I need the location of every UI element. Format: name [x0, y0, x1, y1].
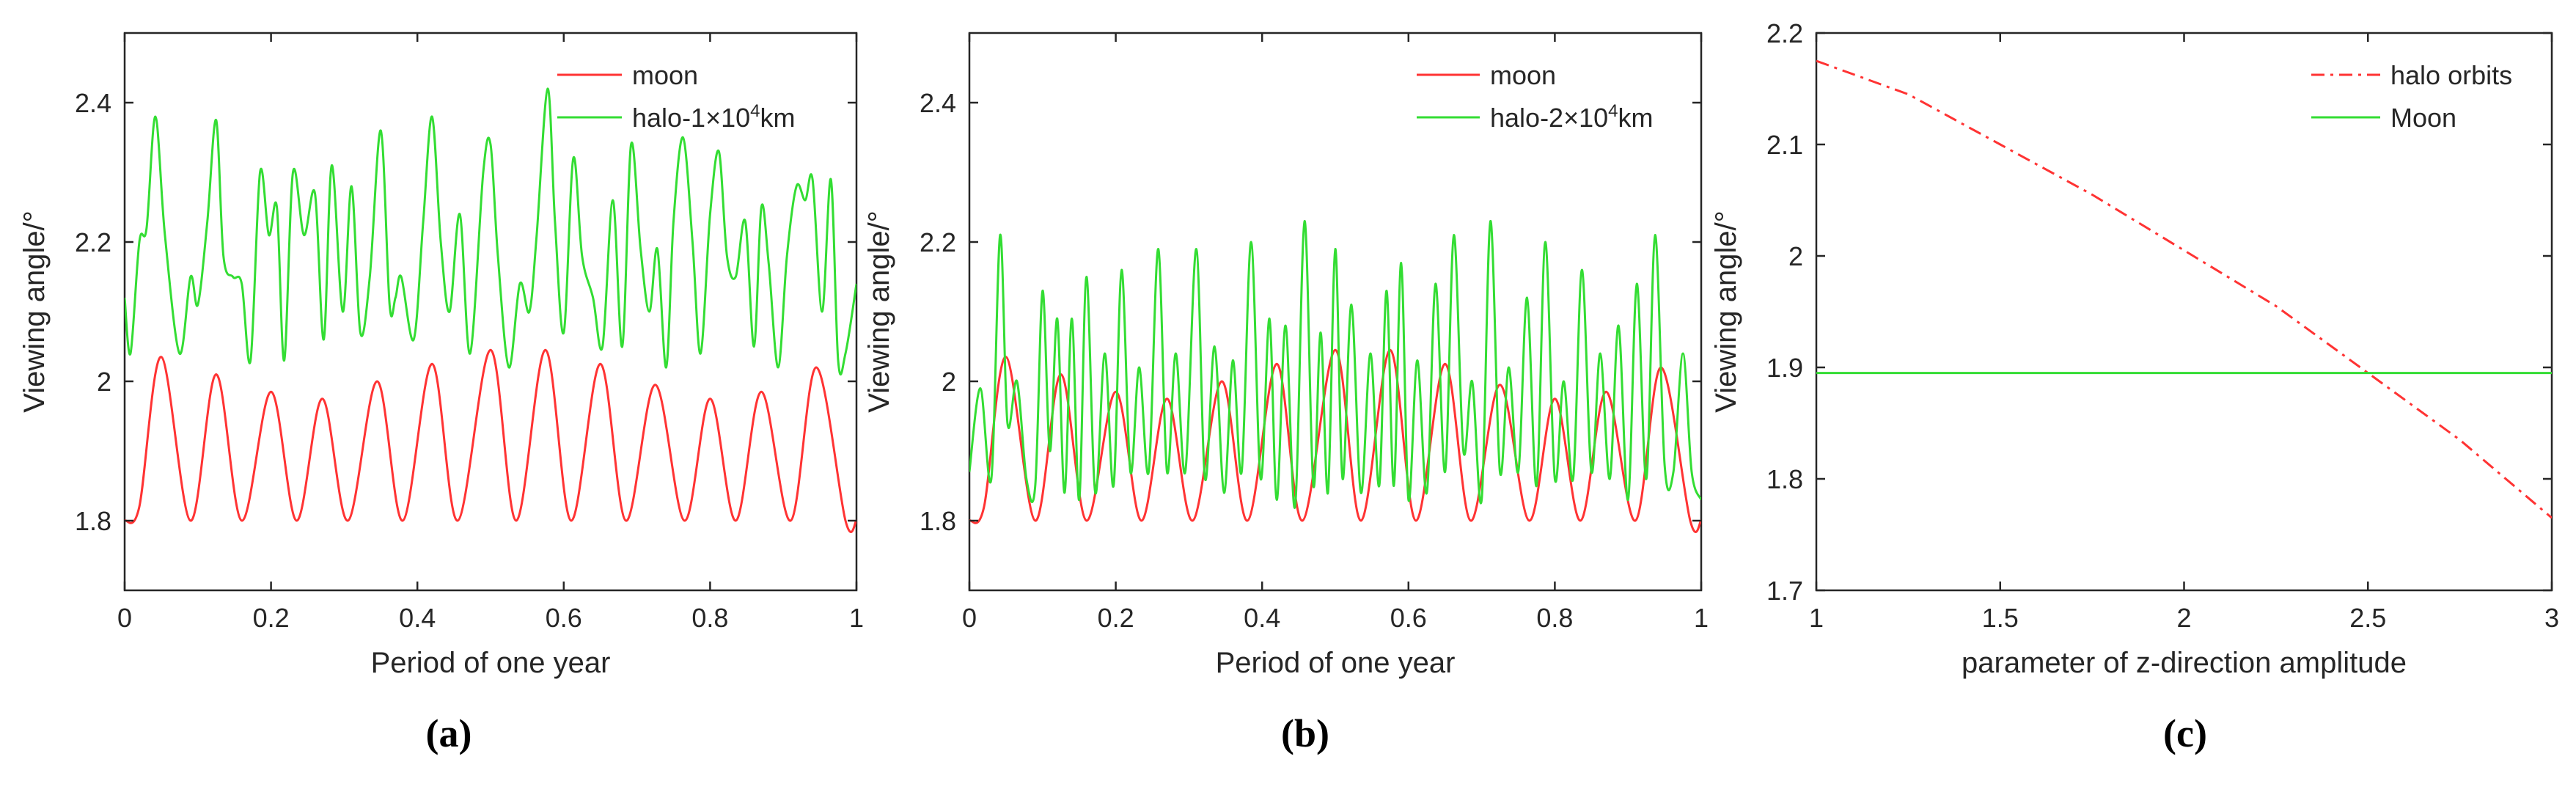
chart-c-x-axis-label: parameter of z-direction amplitude: [1962, 647, 2407, 679]
chart-a-legend-label-superscript: 4: [750, 101, 760, 121]
chart-b-ytick-label: 2.4: [920, 88, 956, 118]
chart-a-panel: 0 0.2 0.4 0.6 0.8 1 1.8 2 2.2 2.4 Period of one ye…: [18, 32, 864, 755]
chart-b-xtick-label: 0.6: [1390, 603, 1427, 633]
chart-a-y-axis-label: Viewing angle/°: [18, 210, 51, 412]
chart-a-legend-label-text: moon: [632, 60, 698, 90]
chart-a-panel-label: (a): [426, 711, 472, 755]
chart-b-xtick-label: 0.4: [1244, 603, 1280, 633]
chart-c-ytick-label: 1.7: [1766, 576, 1803, 606]
chart-a-ytick-label: 1.8: [75, 506, 111, 536]
chart-a-series-halo-1-10-km-line: [125, 87, 856, 375]
chart-c-xtick-label: 3: [2544, 603, 2559, 633]
chart-b-ytick-label: 2.2: [920, 227, 956, 257]
chart-a-plot-frame: [123, 32, 858, 592]
chart-c-plot-frame: [1815, 32, 2553, 592]
chart-c-ytick-label: 1.8: [1766, 464, 1803, 494]
chart-c-series-halo-orbits-line: [1816, 59, 2552, 519]
chart-b-xtick-label: 0.8: [1536, 603, 1573, 633]
chart-b-legend-label: moon: [1490, 60, 1556, 90]
chart-a-ytick-label: 2: [97, 367, 111, 397]
chart-b-panel: 0 0.2 0.4 0.6 0.8 1 1.8 2 2.2 2.4 Period of one ye…: [863, 32, 1709, 755]
chart-a-xtick-label: 0.2: [253, 603, 290, 633]
chart-c-legend-label-text: Moon: [2390, 103, 2456, 133]
chart-c-legend-label: Moon: [2390, 103, 2456, 133]
chart-c-xtick-label: 2.5: [2349, 603, 2386, 633]
chart-b-x-axis-label: Period of one year: [1216, 647, 1456, 679]
chart-a-xtick-label: 0.6: [546, 603, 582, 633]
chart-a-legend-label: halo-1×104km: [632, 101, 796, 133]
chart-c-xtick-label: 1.5: [1982, 603, 2019, 633]
chart-b-panel-label: (b): [1281, 711, 1329, 755]
chart-b-legend-label-text: moon: [1490, 60, 1556, 90]
chart-c-ytick-label: 2.1: [1766, 130, 1803, 160]
chart-b-legend-label-suffix: km: [1618, 103, 1654, 133]
chart-b-legend-label: halo-2×104km: [1490, 101, 1654, 133]
chart-c-ytick-label: 2: [1788, 241, 1803, 271]
chart-c-ytick-label: 2.2: [1766, 18, 1803, 48]
chart-c-xtick-label: 2: [2176, 603, 2191, 633]
chart-a-x-axis-label: Period of one year: [371, 647, 611, 679]
chart-a-xtick-label: 0: [117, 603, 132, 633]
chart-b-y-axis-label: Viewing angle/°: [863, 210, 895, 412]
chart-b-series-moon-line: [969, 348, 1701, 533]
chart-c-legend-label-text: halo orbits: [2390, 60, 2512, 90]
chart-a-legend-label-suffix: km: [760, 103, 796, 133]
chart-a-legend-label-text: halo-1×10: [632, 103, 750, 133]
chart-a-ytick-label: 2.2: [75, 227, 111, 257]
chart-c-xtick-label: 1: [1809, 603, 1824, 633]
chart-c-legend-label: halo orbits: [2390, 60, 2512, 90]
chart-a-legend-label: moon: [632, 60, 698, 90]
chart-a-series-moon-line: [125, 348, 856, 533]
chart-c-panel-label: (c): [2163, 711, 2207, 755]
chart-a-xtick-label: 0.8: [691, 603, 728, 633]
chart-b-legend-label-text: halo-2×10: [1490, 103, 1608, 133]
chart-b-xtick-label: 0.2: [1098, 603, 1134, 633]
chart-c-y-axis-label: Viewing angle/°: [1710, 210, 1742, 412]
chart-a-ytick-label: 2.4: [75, 88, 111, 118]
chart-c-ytick-label: 1.9: [1766, 353, 1803, 383]
chart-a-xtick-label: 1: [849, 603, 864, 633]
chart-b-series-halo-2-10-km-line: [969, 219, 1701, 509]
chart-b-legend-label-superscript: 4: [1608, 101, 1618, 121]
chart-b-xtick-label: 0: [962, 603, 977, 633]
chart-b-xtick-label: 1: [1694, 603, 1709, 633]
chart-c-panel: 1 1.5 2 2.5 3 1.7 1.8 1.9 2 2.1 2.2 parameter of z-…: [1710, 18, 2559, 755]
chart-b-ytick-label: 1.8: [920, 506, 956, 536]
chart-b-ytick-label: 2: [942, 367, 956, 397]
chart-a-xtick-label: 0.4: [399, 603, 436, 633]
